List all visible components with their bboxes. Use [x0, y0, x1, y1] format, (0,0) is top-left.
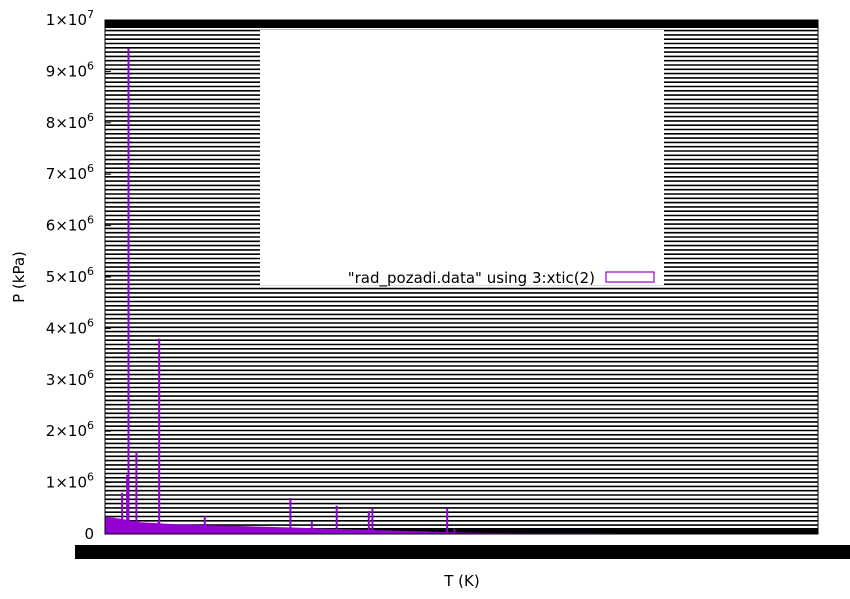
legend: "rad_pozadi.data" using 3:xtic(2) [260, 30, 664, 288]
y-tick-label: 3×106 [46, 368, 94, 389]
y-tick-labels: 0 1×106 2×106 3×106 4×106 5×106 6×106 7×106 8×10… [46, 8, 111, 543]
legend-background [260, 30, 664, 285]
x-tick-labels [75, 545, 850, 559]
y-tick-label: 1×107 [46, 8, 94, 29]
y-tick-label: 5×106 [46, 265, 94, 286]
bar [127, 48, 130, 535]
bar [121, 492, 124, 534]
bar [446, 508, 449, 534]
bar [310, 521, 313, 534]
bar [157, 521, 160, 534]
bar [367, 510, 370, 534]
grid-band-top [105, 20, 818, 28]
bar [335, 505, 338, 534]
bar [371, 508, 374, 534]
y-tick-label: 7×106 [46, 162, 94, 183]
grid-band-bottom [105, 528, 818, 534]
legend-swatch [605, 271, 655, 283]
legend-label: "rad_pozadi.data" using 3:xtic(2) [348, 269, 595, 288]
bar [289, 498, 292, 534]
bars [104, 48, 619, 535]
y-tick-label: 4×106 [46, 316, 94, 337]
y-axis-label: P (kPa) [10, 251, 28, 303]
bar [158, 524, 161, 534]
x-axis-label: T (K) [443, 572, 479, 590]
bar [135, 451, 138, 534]
y-tick-label: 8×106 [46, 111, 94, 132]
y-tick-label: 1×106 [46, 471, 94, 492]
bar [453, 528, 456, 534]
y-tick-label: 6×106 [46, 214, 94, 235]
y-tick-label: 0 [84, 525, 94, 543]
bar [203, 516, 206, 534]
y-tick-label: 9×106 [46, 59, 94, 80]
bar [158, 338, 161, 534]
y-tick-label: 2×106 [46, 419, 94, 440]
x-tick-labels-smear [75, 545, 850, 559]
bar [126, 474, 129, 534]
